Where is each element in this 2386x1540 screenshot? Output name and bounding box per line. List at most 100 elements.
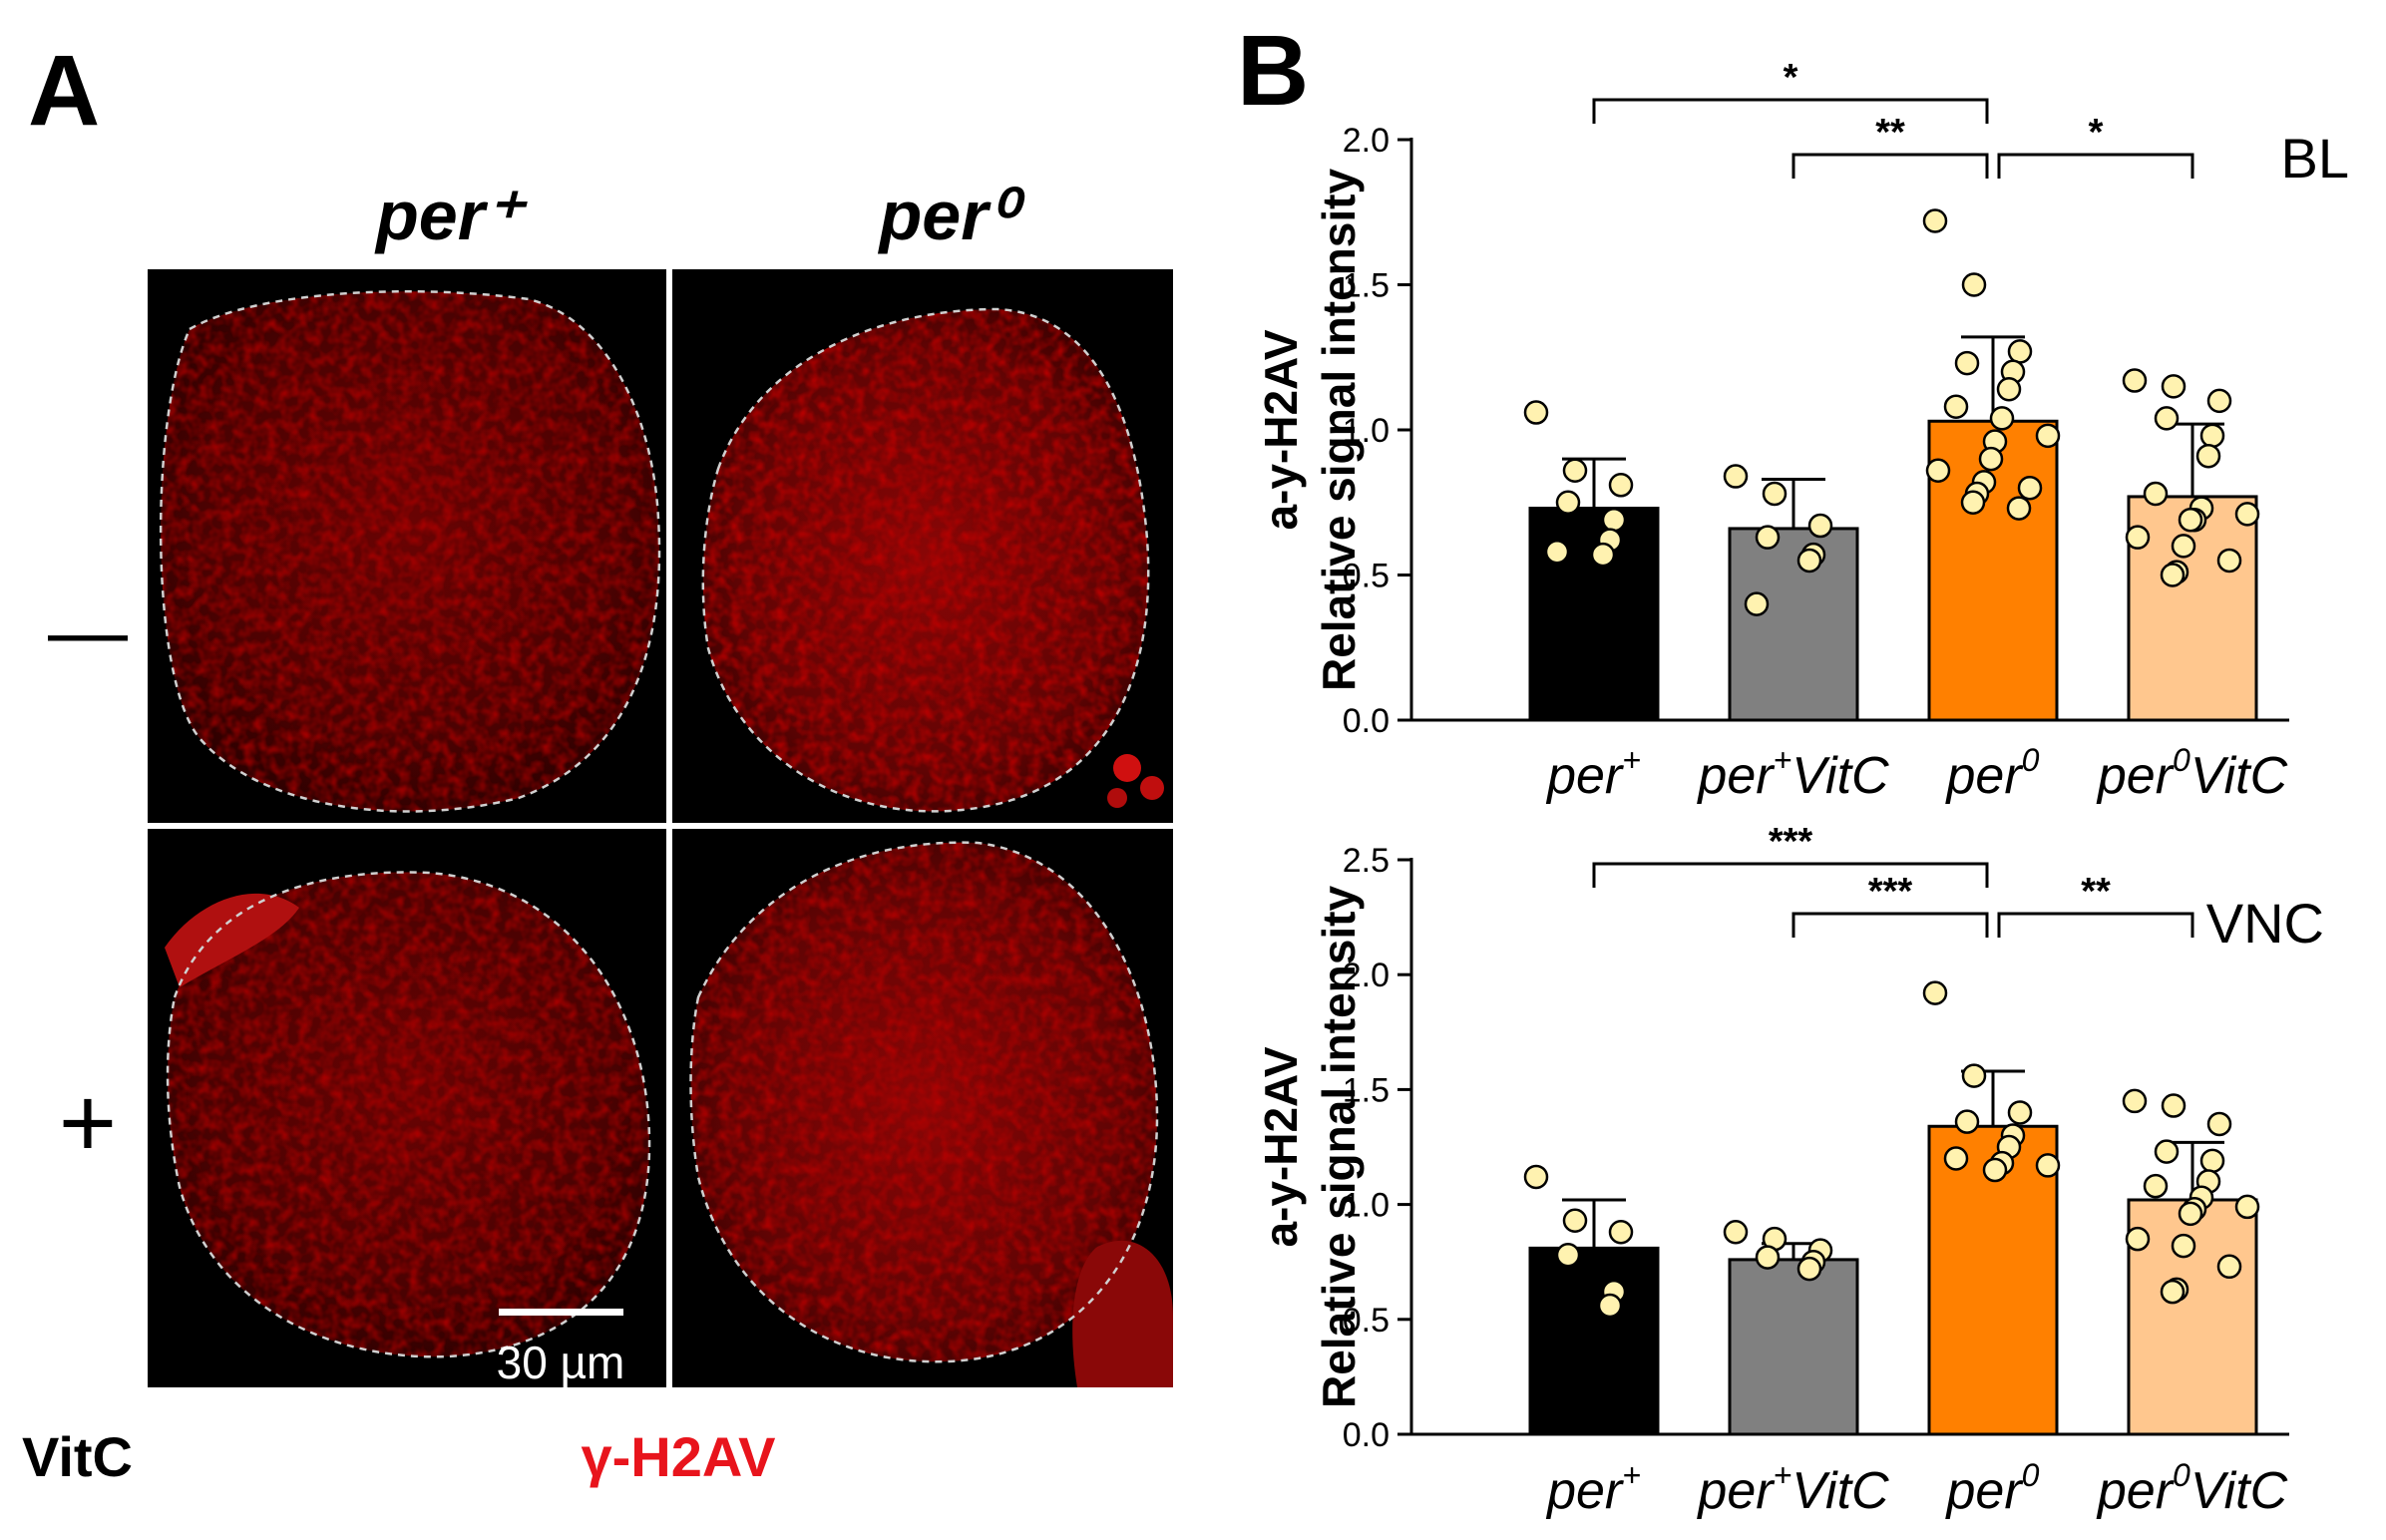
data-point: [2178, 507, 2203, 533]
data-point: [2234, 1194, 2260, 1220]
x-category-label: per+VitC: [1696, 742, 1889, 805]
data-point: [1996, 377, 2022, 402]
data-point: [2171, 534, 2196, 559]
row-label-vitc: +: [59, 1067, 117, 1179]
row-label-no-vitc: —: [48, 586, 128, 675]
data-point: [2161, 374, 2187, 399]
significance-label: **: [2081, 871, 2111, 913]
significance-bracket: [1592, 862, 1989, 888]
significance-bracket: [1997, 912, 2194, 938]
x-category-sup: 0: [2022, 1457, 2040, 1493]
x-category-sup: +: [1622, 1457, 1641, 1493]
x-category-sup: +: [1774, 742, 1792, 778]
data-point: [1960, 490, 1986, 515]
x-category-name: per: [1945, 747, 2025, 805]
y-tick-label: 0.0: [1343, 1416, 1390, 1454]
data-point: [2234, 502, 2260, 527]
significance-label: ***: [1769, 821, 1813, 863]
bar: [1528, 1246, 1660, 1436]
data-point: [1807, 513, 1833, 539]
chart-bl: 0.0 0.5 1.0 1.5 2.0 a-y-H2AV Relative signal i…: [1255, 57, 2349, 805]
x-category-name: per: [1545, 1462, 1625, 1520]
chart-vnc: 0.0 0.5 1.0 1.5 2.0 2.5 a-y-H2AV Relative signa…: [1255, 821, 2324, 1520]
panel-b: B 0.00.51.01.52.0a-y-H2AV Relative signal…: [1237, 15, 2349, 1520]
data-point: [2178, 1201, 2203, 1227]
data-point: [1982, 1157, 2008, 1183]
data-point: [1523, 400, 1549, 425]
data-point: [1922, 980, 1948, 1005]
y-tick-label: 2.0: [1343, 122, 1390, 160]
y-tick-label: 1.0: [1343, 412, 1390, 450]
treatment-label: VitC: [22, 1425, 133, 1488]
significance-bracket: [1997, 153, 2194, 179]
x-category-suffix: VitC: [2190, 1462, 2288, 1520]
data-point: [1961, 272, 1987, 297]
x-category-name: per: [2096, 1462, 2176, 1520]
data-point: [1744, 591, 1770, 616]
data-point: [2160, 563, 2186, 587]
data-point: [2017, 475, 2043, 501]
x-category-suffix: VitC: [1791, 1462, 1889, 1520]
data-point: [1925, 458, 1951, 483]
scale-bar: [499, 1309, 623, 1316]
x-category-label: per0VitC: [2096, 742, 2288, 805]
data-point: [1943, 1146, 1969, 1171]
data-point: [1555, 490, 1581, 515]
y-axis-title-antibody: a-y-H2AV: [1255, 329, 1307, 530]
data-point: [2216, 548, 2242, 574]
y-tick-label: 1.5: [1343, 1071, 1390, 1109]
data-point: [1723, 1219, 1749, 1245]
scale-bar-label: 30 µm: [497, 1337, 625, 1388]
significance-label: *: [2089, 112, 2104, 154]
x-category-name: per: [1545, 747, 1625, 805]
data-point: [1601, 507, 1627, 533]
data-point: [2007, 339, 2033, 364]
x-category-label: per0: [1945, 742, 2040, 805]
significance-label: **: [1875, 112, 1905, 154]
bar: [1728, 527, 1859, 722]
data-point: [2160, 1279, 2186, 1305]
y-axis-title-antibody: a-y-H2AV: [1255, 1046, 1307, 1247]
x-category-sup: 0: [2022, 742, 2040, 778]
x-category-suffix: VitC: [1791, 747, 1889, 805]
x-category-name: per: [1945, 1462, 2025, 1520]
data-point: [1562, 1208, 1588, 1233]
data-point: [2216, 1254, 2242, 1280]
y-axis-title: Relative signal intensity: [1313, 169, 1365, 691]
x-category-sup: +: [1622, 742, 1641, 778]
stain-label: γ-H2AV: [581, 1425, 775, 1488]
bar: [1927, 419, 2059, 722]
panel-b-letter: B: [1237, 15, 1309, 127]
micrograph-grid: 30 µm: [148, 269, 1173, 1388]
x-category-label: per0VitC: [2096, 1457, 2288, 1520]
data-point: [1978, 446, 2004, 472]
data-point: [1762, 481, 1788, 507]
data-point: [2035, 423, 2061, 449]
data-point: [2006, 496, 2032, 521]
significance-bracket: [1791, 912, 1989, 938]
x-category-sup: 0: [2173, 742, 2190, 778]
data-point: [2199, 423, 2225, 449]
data-point: [1943, 394, 1969, 419]
data-point: [1796, 1256, 1822, 1282]
data-point: [1608, 473, 1634, 498]
data-point: [1723, 464, 1749, 489]
data-point: [1796, 548, 1822, 574]
data-point: [1523, 1164, 1549, 1190]
data-point: [1555, 1243, 1581, 1268]
micrograph-per-plus-no-vitc: [148, 269, 666, 823]
x-category-label: per+: [1545, 742, 1641, 805]
x-category-sup: 0: [2173, 1457, 2190, 1493]
data-point: [2171, 1233, 2196, 1259]
data-point: [1954, 1109, 1980, 1134]
region-label: BL: [2281, 127, 2350, 190]
panel-a: A per⁺ per⁰ — +: [22, 35, 1173, 1488]
data-point: [1590, 542, 1616, 568]
x-category-name: per: [1696, 1462, 1776, 1520]
y-axis-title: Relative signal intensity: [1313, 886, 1365, 1408]
x-category-name: per: [2096, 747, 2176, 805]
data-point: [2199, 1148, 2225, 1174]
y-tick-label: 0.5: [1343, 558, 1390, 595]
data-point: [2195, 443, 2221, 469]
x-category-label: per+: [1545, 1457, 1641, 1520]
